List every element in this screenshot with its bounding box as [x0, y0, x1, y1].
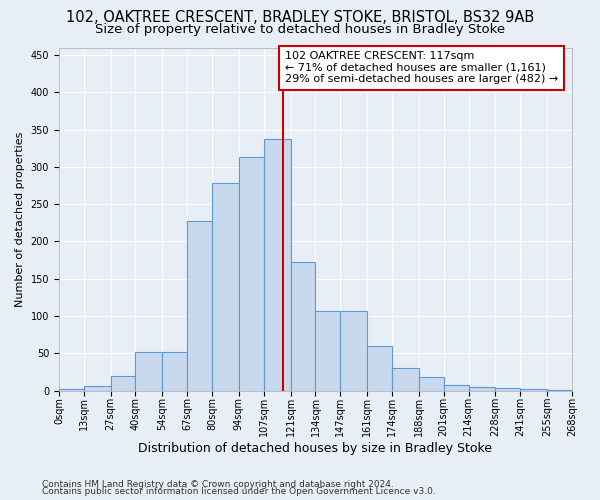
Bar	[419, 378, 444, 390]
Bar	[469, 387, 496, 390]
Bar	[84, 386, 110, 390]
Bar	[340, 311, 367, 390]
Bar	[187, 220, 212, 390]
Bar	[316, 311, 340, 390]
Bar	[264, 138, 290, 390]
Bar	[392, 368, 419, 390]
Bar	[444, 386, 469, 390]
Text: Contains HM Land Registry data © Crown copyright and database right 2024.: Contains HM Land Registry data © Crown c…	[42, 480, 394, 489]
Bar	[59, 389, 84, 390]
Text: Contains public sector information licensed under the Open Government Licence v3: Contains public sector information licen…	[42, 487, 436, 496]
Bar	[136, 352, 162, 391]
Bar	[290, 262, 316, 390]
Bar	[162, 352, 187, 391]
Bar	[367, 346, 392, 391]
Bar	[496, 388, 520, 390]
Text: Size of property relative to detached houses in Bradley Stoke: Size of property relative to detached ho…	[95, 22, 505, 36]
Bar	[110, 376, 136, 390]
Bar	[212, 184, 239, 390]
Text: 102 OAKTREE CRESCENT: 117sqm
← 71% of detached houses are smaller (1,161)
29% of: 102 OAKTREE CRESCENT: 117sqm ← 71% of de…	[285, 51, 558, 84]
Y-axis label: Number of detached properties: Number of detached properties	[15, 132, 25, 307]
Text: 102, OAKTREE CRESCENT, BRADLEY STOKE, BRISTOL, BS32 9AB: 102, OAKTREE CRESCENT, BRADLEY STOKE, BR…	[66, 10, 534, 25]
Bar	[239, 157, 264, 390]
Bar	[520, 389, 547, 390]
X-axis label: Distribution of detached houses by size in Bradley Stoke: Distribution of detached houses by size …	[139, 442, 493, 455]
